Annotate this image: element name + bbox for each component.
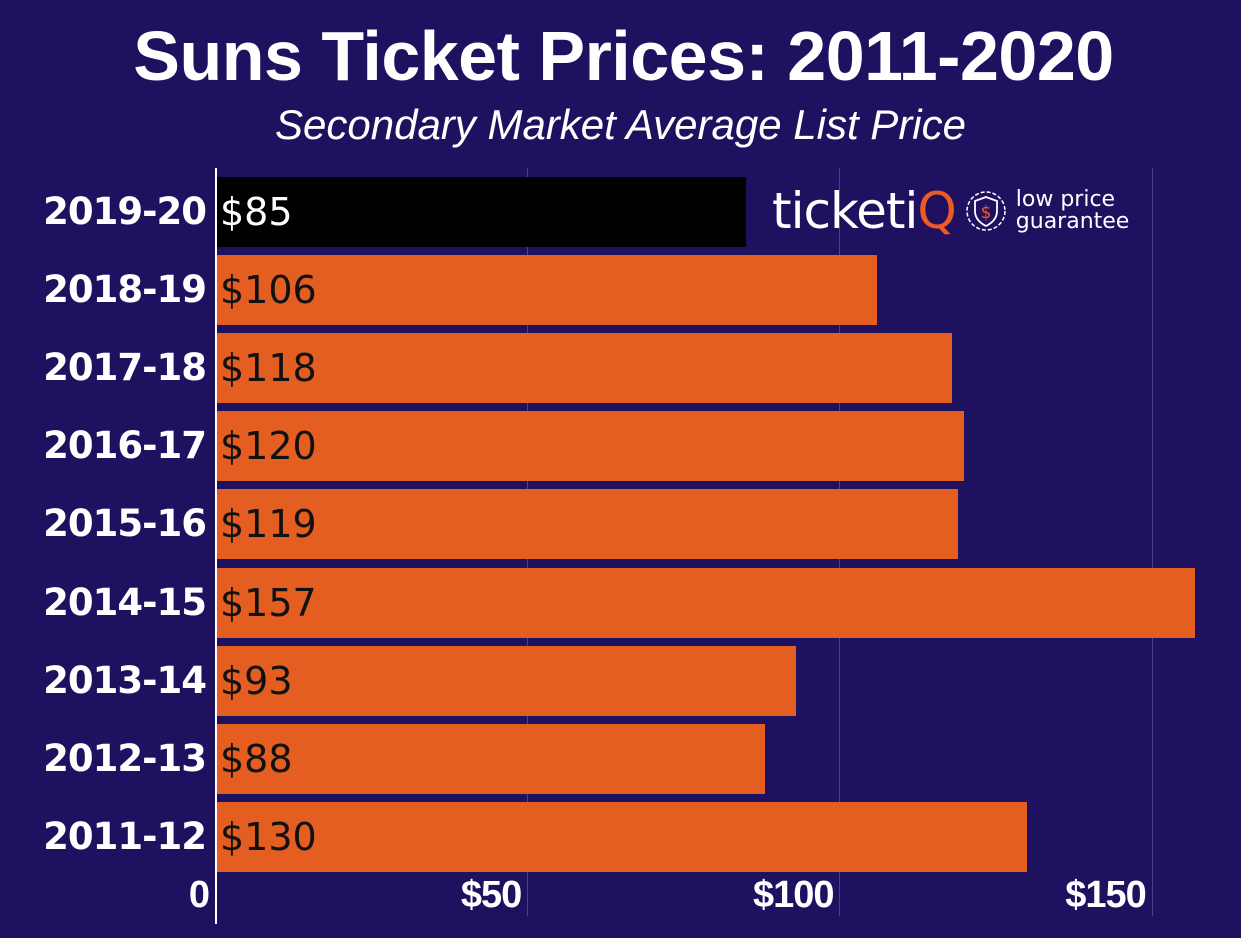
x-tick-label: 0 [188,874,210,916]
bar-2019-20: $85 [217,177,746,247]
x-tick-label: $150 [1065,874,1147,916]
bar-2012-13: $88 [217,723,765,794]
ticketiq-logo: ticketi Q $ low price guarantee [772,178,1129,244]
category-label: 2012-13 [43,736,207,780]
bar-value-label: $93 [220,658,293,703]
logo-brand-main: ticketi [772,182,918,240]
category-label: 2019-20 [43,190,207,233]
bar-value-label: $157 [220,580,317,625]
y-axis-line [215,168,217,924]
chart-subtitle: Secondary Market Average List Price [275,101,966,148]
logo-tagline: low price guarantee [1016,189,1130,233]
category-label: 2018-19 [43,268,207,312]
category-label: 2016-17 [43,424,207,468]
x-tick-label: $50 [460,874,522,916]
bar-2014-15: $157 [217,567,1196,638]
category-label: 2013-14 [43,658,207,702]
bar-value-label: $85 [220,190,293,234]
bar-value-label: $120 [220,424,317,469]
bar-2016-17: $120 [217,411,965,482]
bar-value-label: $106 [220,268,317,313]
category-label: 2011-12 [43,814,207,858]
x-tick-label: $100 [752,874,835,916]
bar-value-label: $118 [220,346,317,391]
logo-brand-accent: Q [917,182,956,240]
svg-text:$: $ [980,203,991,223]
chart-title: Suns Ticket Prices: 2011-2020 [133,17,1114,95]
category-label: 2015-16 [43,502,207,546]
bar-2018-19: $106 [217,255,877,326]
bar-value-label: $88 [220,736,293,781]
tagline-line1: low price [1015,187,1116,212]
shield-dollar-icon: $ [966,191,1006,231]
tagline-line2: guarantee [1015,209,1130,234]
bar-2011-12: $130 [217,801,1027,872]
bar-value-label: $119 [220,502,317,547]
bar-2017-18: $118 [217,333,952,404]
bar-2013-14: $93 [217,645,796,716]
bar-value-label: $130 [220,814,317,859]
gridline-150 [1152,168,1153,916]
plot-area: $85 $106 $118 $120 $119 $157 $93 $88 $130 [215,168,1241,924]
category-label: 2014-15 [43,580,207,624]
category-label: 2017-18 [43,346,207,390]
bar-2015-16: $119 [217,489,959,560]
